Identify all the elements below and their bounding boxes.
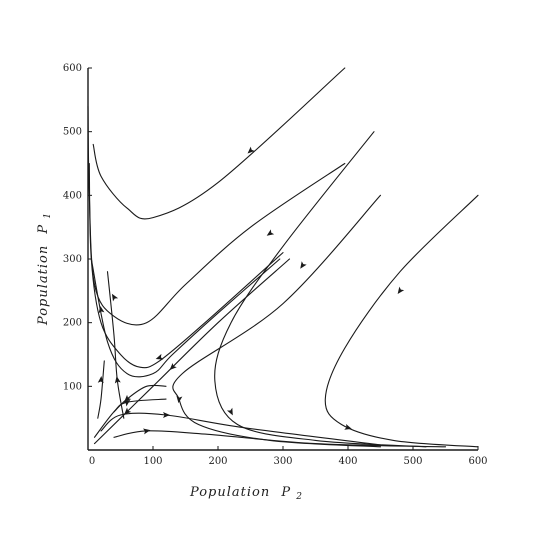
y-axis-title-prefix: Population — [36, 245, 51, 326]
direction-arrow — [97, 376, 104, 384]
y-axis-title-var: P — [36, 224, 51, 235]
direction-arrow — [247, 146, 255, 154]
trajectory-c-curve-outer — [324, 194, 479, 448]
direction-arrow — [122, 399, 131, 407]
trajectory-separatrix-long — [90, 258, 281, 378]
direction-arrow — [142, 428, 151, 435]
x-tick-label: 300 — [273, 456, 292, 467]
y-tick-label: 100 — [63, 381, 82, 392]
y-tick-label: 600 — [63, 63, 82, 74]
x-tick-label: 600 — [468, 456, 487, 467]
y-axis-title-sub: 1 — [43, 212, 53, 219]
y-tick-label: 500 — [63, 127, 82, 138]
trajectory-inner-loop-4 — [113, 430, 447, 448]
x-axis-title-prefix: Population — [189, 485, 270, 500]
direction-arrow — [176, 395, 183, 404]
x-axis-title-sub: 2 — [295, 492, 303, 502]
y-tick-label: 200 — [63, 318, 82, 329]
x-tick-label: 500 — [403, 456, 422, 467]
x-tick-label: 100 — [143, 456, 162, 467]
x-tick-label: 400 — [338, 456, 357, 467]
x-axis-title: Population P 2 — [189, 485, 303, 502]
y-tick-label: 300 — [63, 254, 82, 265]
tick-group: 0 100 200 300 400 500 600 100 200 300 400 500 600 — [63, 63, 488, 467]
trajectory-c-curve-mid — [214, 131, 427, 448]
x-axis-title-var: P — [280, 485, 291, 500]
direction-arrow — [124, 407, 132, 415]
direction-arrow — [155, 353, 164, 360]
y-tick-label: 400 — [63, 190, 82, 201]
x-tick-label: 0 — [89, 456, 95, 467]
trajectory-group — [87, 67, 479, 448]
x-tick-label: 200 — [208, 456, 227, 467]
direction-arrow — [111, 293, 119, 302]
direction-arrow — [169, 362, 177, 370]
direction-arrow — [300, 261, 307, 269]
trajectory-c-curve-inner — [172, 194, 382, 448]
direction-arrow — [124, 394, 132, 402]
trajectory-inner-loop-2 — [97, 360, 105, 419]
direction-arrow — [397, 286, 405, 295]
direction-arrow — [163, 412, 170, 418]
direction-arrow — [344, 423, 352, 430]
trajectory-outer-u-top — [92, 67, 346, 220]
trajectory-near-saddle-upper — [88, 162, 284, 369]
trajectory-inner-loop-5 — [106, 271, 125, 419]
trajectory-inner-loop-6 — [93, 398, 167, 438]
y-axis-title: Population P 1 — [36, 212, 53, 326]
direction-arrow — [114, 376, 121, 384]
direction-arrow — [266, 229, 275, 236]
direction-arrow — [226, 407, 233, 416]
trajectory-inner-loop-3 — [100, 412, 382, 446]
trajectory-separatrix-diagonal — [93, 258, 291, 445]
